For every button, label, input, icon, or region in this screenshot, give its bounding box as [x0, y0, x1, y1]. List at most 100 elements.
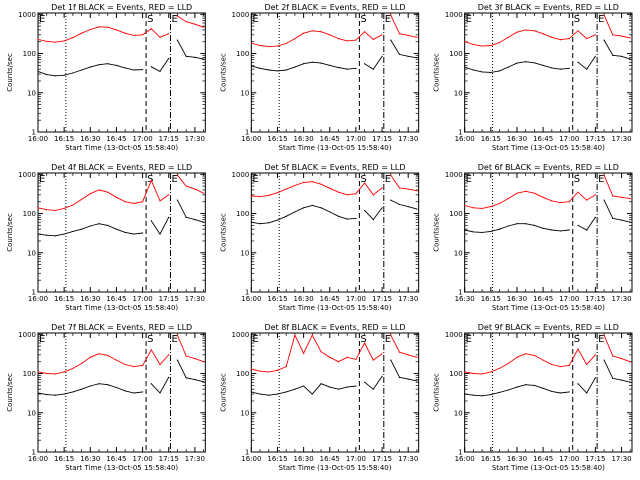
data-point-events: [407, 55, 409, 57]
data-point-lld: [620, 358, 623, 360]
data-point-events: [80, 69, 83, 71]
data-point-lld: [89, 28, 91, 31]
y-tick-label: 100: [236, 370, 249, 378]
data-point-events: [46, 74, 48, 76]
data-point-lld: [194, 358, 196, 360]
data-point-events: [37, 70, 39, 73]
y-axis-label: Counts/sec: [433, 373, 441, 412]
y-tick-label: 100: [236, 210, 249, 218]
marker-label-E: E: [171, 334, 177, 345]
data-point-events: [577, 383, 579, 385]
data-point-lld: [285, 42, 287, 45]
data-point-lld: [620, 196, 623, 198]
data-point-lld: [355, 193, 357, 195]
data-point-events: [542, 227, 544, 229]
data-point-lld: [481, 373, 483, 375]
y-tick-label: 10: [240, 249, 249, 257]
data-point-events: [268, 394, 270, 396]
data-point-events: [416, 208, 418, 210]
data-point-events: [594, 55, 596, 57]
plot-frame: [37, 12, 206, 133]
data-point-lld: [250, 195, 252, 197]
data-point-events: [346, 218, 348, 220]
data-point-events: [185, 216, 187, 218]
detector-panel-5: Det 5f BLACK = Events, RED = LLD 1 10 100 10…: [219, 163, 420, 312]
data-point-lld: [612, 34, 614, 36]
data-point-events: [516, 62, 518, 64]
data-point-events: [490, 394, 492, 396]
data-point-lld: [390, 14, 392, 16]
data-point-events: [337, 388, 340, 390]
x-tick-label: 17:00: [132, 135, 152, 143]
data-point-lld: [398, 33, 401, 35]
y-tick-label: 10: [27, 409, 36, 417]
marker-label-E: E: [252, 174, 258, 185]
data-point-lld: [98, 189, 100, 191]
y-axis-label: Counts/sec: [6, 53, 14, 92]
marker-label-E: E: [466, 174, 472, 185]
marker-label-S: S: [574, 334, 580, 345]
x-tick-label: 16:15: [267, 135, 287, 143]
y-axis-label: Counts/sec: [433, 53, 441, 92]
data-point-lld: [268, 194, 270, 197]
marker-label-S: S: [360, 334, 366, 345]
data-point-events: [337, 215, 340, 217]
data-point-events: [490, 230, 492, 233]
data-point-events: [54, 394, 57, 396]
data-point-events: [481, 71, 483, 73]
data-point-events: [329, 64, 331, 66]
y-tick-label: 1: [245, 449, 249, 457]
y-tick-label: 100: [449, 50, 462, 58]
data-point-events: [311, 393, 313, 395]
data-point-lld: [311, 334, 313, 336]
data-point-events: [416, 380, 418, 382]
data-point-lld: [176, 15, 179, 17]
data-point-events: [481, 231, 483, 234]
data-point-lld: [551, 200, 553, 202]
data-point-events: [337, 66, 340, 69]
y-axis-label: Counts/sec: [6, 373, 14, 412]
data-point-events: [620, 379, 623, 381]
y-tick-label: 1000: [445, 11, 463, 19]
data-point-events: [603, 199, 605, 201]
data-point-events: [115, 386, 118, 389]
panel-title: Det 4f BLACK = Events, RED = LLD: [51, 163, 192, 172]
detector-panel-9: Det 9f BLACK = Events, RED = LLD 1 10 100 10…: [433, 323, 633, 472]
y-tick-label: 10: [454, 89, 463, 97]
data-point-events: [372, 388, 374, 390]
x-tick-label: 17:15: [159, 135, 179, 143]
data-point-events: [464, 229, 466, 231]
data-point-events: [133, 69, 135, 71]
marker-label-S: S: [360, 174, 366, 185]
x-tick-label: 16:30: [507, 135, 527, 143]
x-tick-label: 17:30: [398, 135, 418, 143]
data-point-events: [594, 377, 596, 379]
series-line-lld: [251, 174, 417, 198]
x-tick-label: 17:15: [159, 455, 179, 463]
data-point-events: [372, 219, 374, 221]
data-point-events: [185, 377, 187, 379]
data-point-lld: [107, 26, 109, 28]
data-point-lld: [577, 30, 579, 32]
data-point-events: [498, 391, 501, 394]
detector-panel-6: Det 6f BLACK = Events, RED = LLD 1 10 100 10…: [433, 163, 633, 312]
data-point-events: [525, 61, 527, 63]
series-line-events: [37, 199, 204, 237]
x-tick-label: 17:30: [185, 135, 205, 143]
series-line-lld: [37, 335, 204, 375]
x-tick-label: 16:30: [507, 455, 527, 463]
data-point-lld: [464, 204, 466, 207]
x-tick-label: 17:00: [346, 295, 366, 303]
data-point-events: [542, 64, 544, 66]
data-point-events: [98, 223, 100, 225]
series-line-events: [464, 359, 631, 397]
data-point-lld: [185, 185, 187, 187]
data-point-events: [551, 390, 553, 393]
data-point-events: [507, 66, 509, 68]
data-point-lld: [250, 368, 252, 370]
detector-panel-1: Det 1f BLACK = Events, RED = LLD 1 10 100 10…: [6, 3, 206, 152]
data-point-events: [54, 75, 57, 77]
marker-label-E: E: [171, 174, 177, 185]
data-point-events: [194, 379, 196, 381]
data-point-lld: [586, 199, 588, 201]
